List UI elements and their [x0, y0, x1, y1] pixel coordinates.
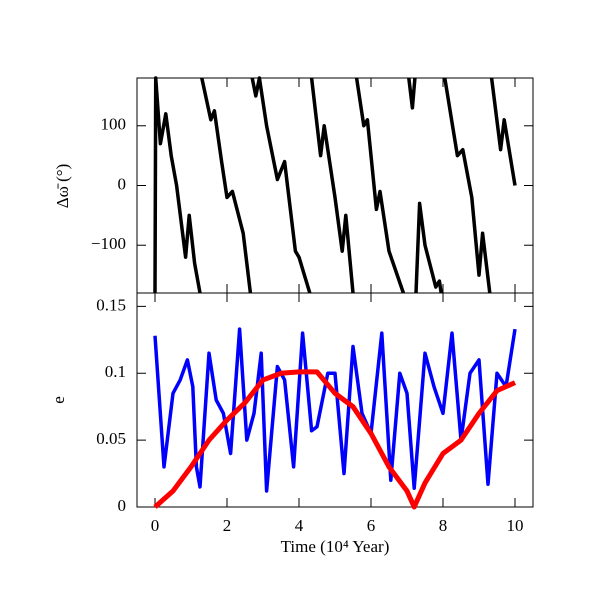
- y-tick-label: −100: [91, 234, 126, 253]
- y-axis-label: e: [49, 396, 68, 404]
- y-tick-label: 0: [118, 496, 127, 515]
- y-axis-label: Δω̄ (°): [53, 164, 72, 209]
- y-tick-label: 0.1: [105, 362, 126, 381]
- x-tick-label: 2: [223, 516, 232, 535]
- y-tick-label: 100: [101, 115, 127, 134]
- x-tick-label: 4: [295, 516, 304, 535]
- y-tick-label: 0: [118, 174, 127, 193]
- data-line: [153, 327, 517, 493]
- x-tick-label: 8: [439, 516, 448, 535]
- x-tick-label: 10: [507, 516, 524, 535]
- y-tick-label: 0.15: [96, 295, 126, 314]
- x-tick-label: 6: [367, 516, 376, 535]
- data-line: [153, 369, 517, 510]
- data-line: [153, 76, 517, 294]
- y-tick-label: 0.05: [96, 429, 126, 448]
- x-tick-label: 0: [151, 516, 160, 535]
- x-axis-label: Time (10⁴ Year): [281, 537, 390, 556]
- top-frame: [136, 77, 534, 294]
- bottom-frame: [136, 292, 534, 508]
